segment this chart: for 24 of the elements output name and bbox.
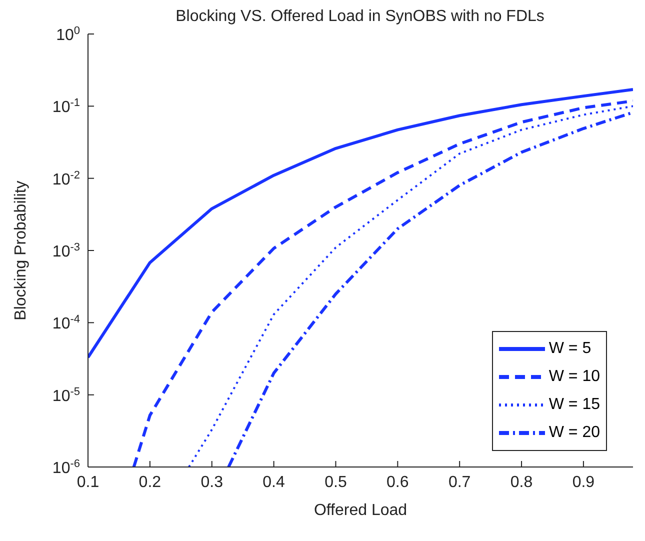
y-tick-label: 10$^{-1}$	[52, 97, 80, 116]
y-tick-label: 10$^{-4}$	[52, 314, 80, 333]
legend-label: W = 20	[548, 424, 600, 442]
chart-title: Blocking VS. Offered Load in SynOBS with no FDLs	[174, 8, 546, 26]
x-tick-label: 0.8	[510, 474, 533, 491]
x-tick-label: 0.5	[324, 474, 347, 491]
y-tick-label: 10$^{-2}$	[52, 169, 80, 188]
x-axis-title: Offered Load	[314, 502, 408, 519]
x-tick-label: 0.4	[262, 474, 286, 491]
legend-label: W = 5	[548, 340, 592, 358]
legend-label: W = 10	[548, 368, 600, 386]
line-series	[88, 88, 633, 359]
y-tick-label: 10$^{0}$	[56, 25, 80, 44]
x-tick-label: 0.6	[386, 474, 409, 491]
y-tick-label: 10$^{-3}$	[52, 242, 80, 260]
y-tick-label: 10$^{-5}$	[52, 386, 80, 405]
x-tick-label: 0.7	[448, 474, 471, 491]
x-tick-label: 0.2	[138, 474, 162, 491]
x-tick-label: 0.9	[572, 474, 595, 491]
legend-label: W = 15	[548, 396, 600, 414]
y-axis-title: Blocking Probability	[12, 180, 30, 320]
x-tick-label: 0.3	[200, 474, 224, 491]
y-tick-label: 10$^{-6}$	[52, 458, 80, 477]
x-tick-label: 0.1	[76, 474, 100, 491]
